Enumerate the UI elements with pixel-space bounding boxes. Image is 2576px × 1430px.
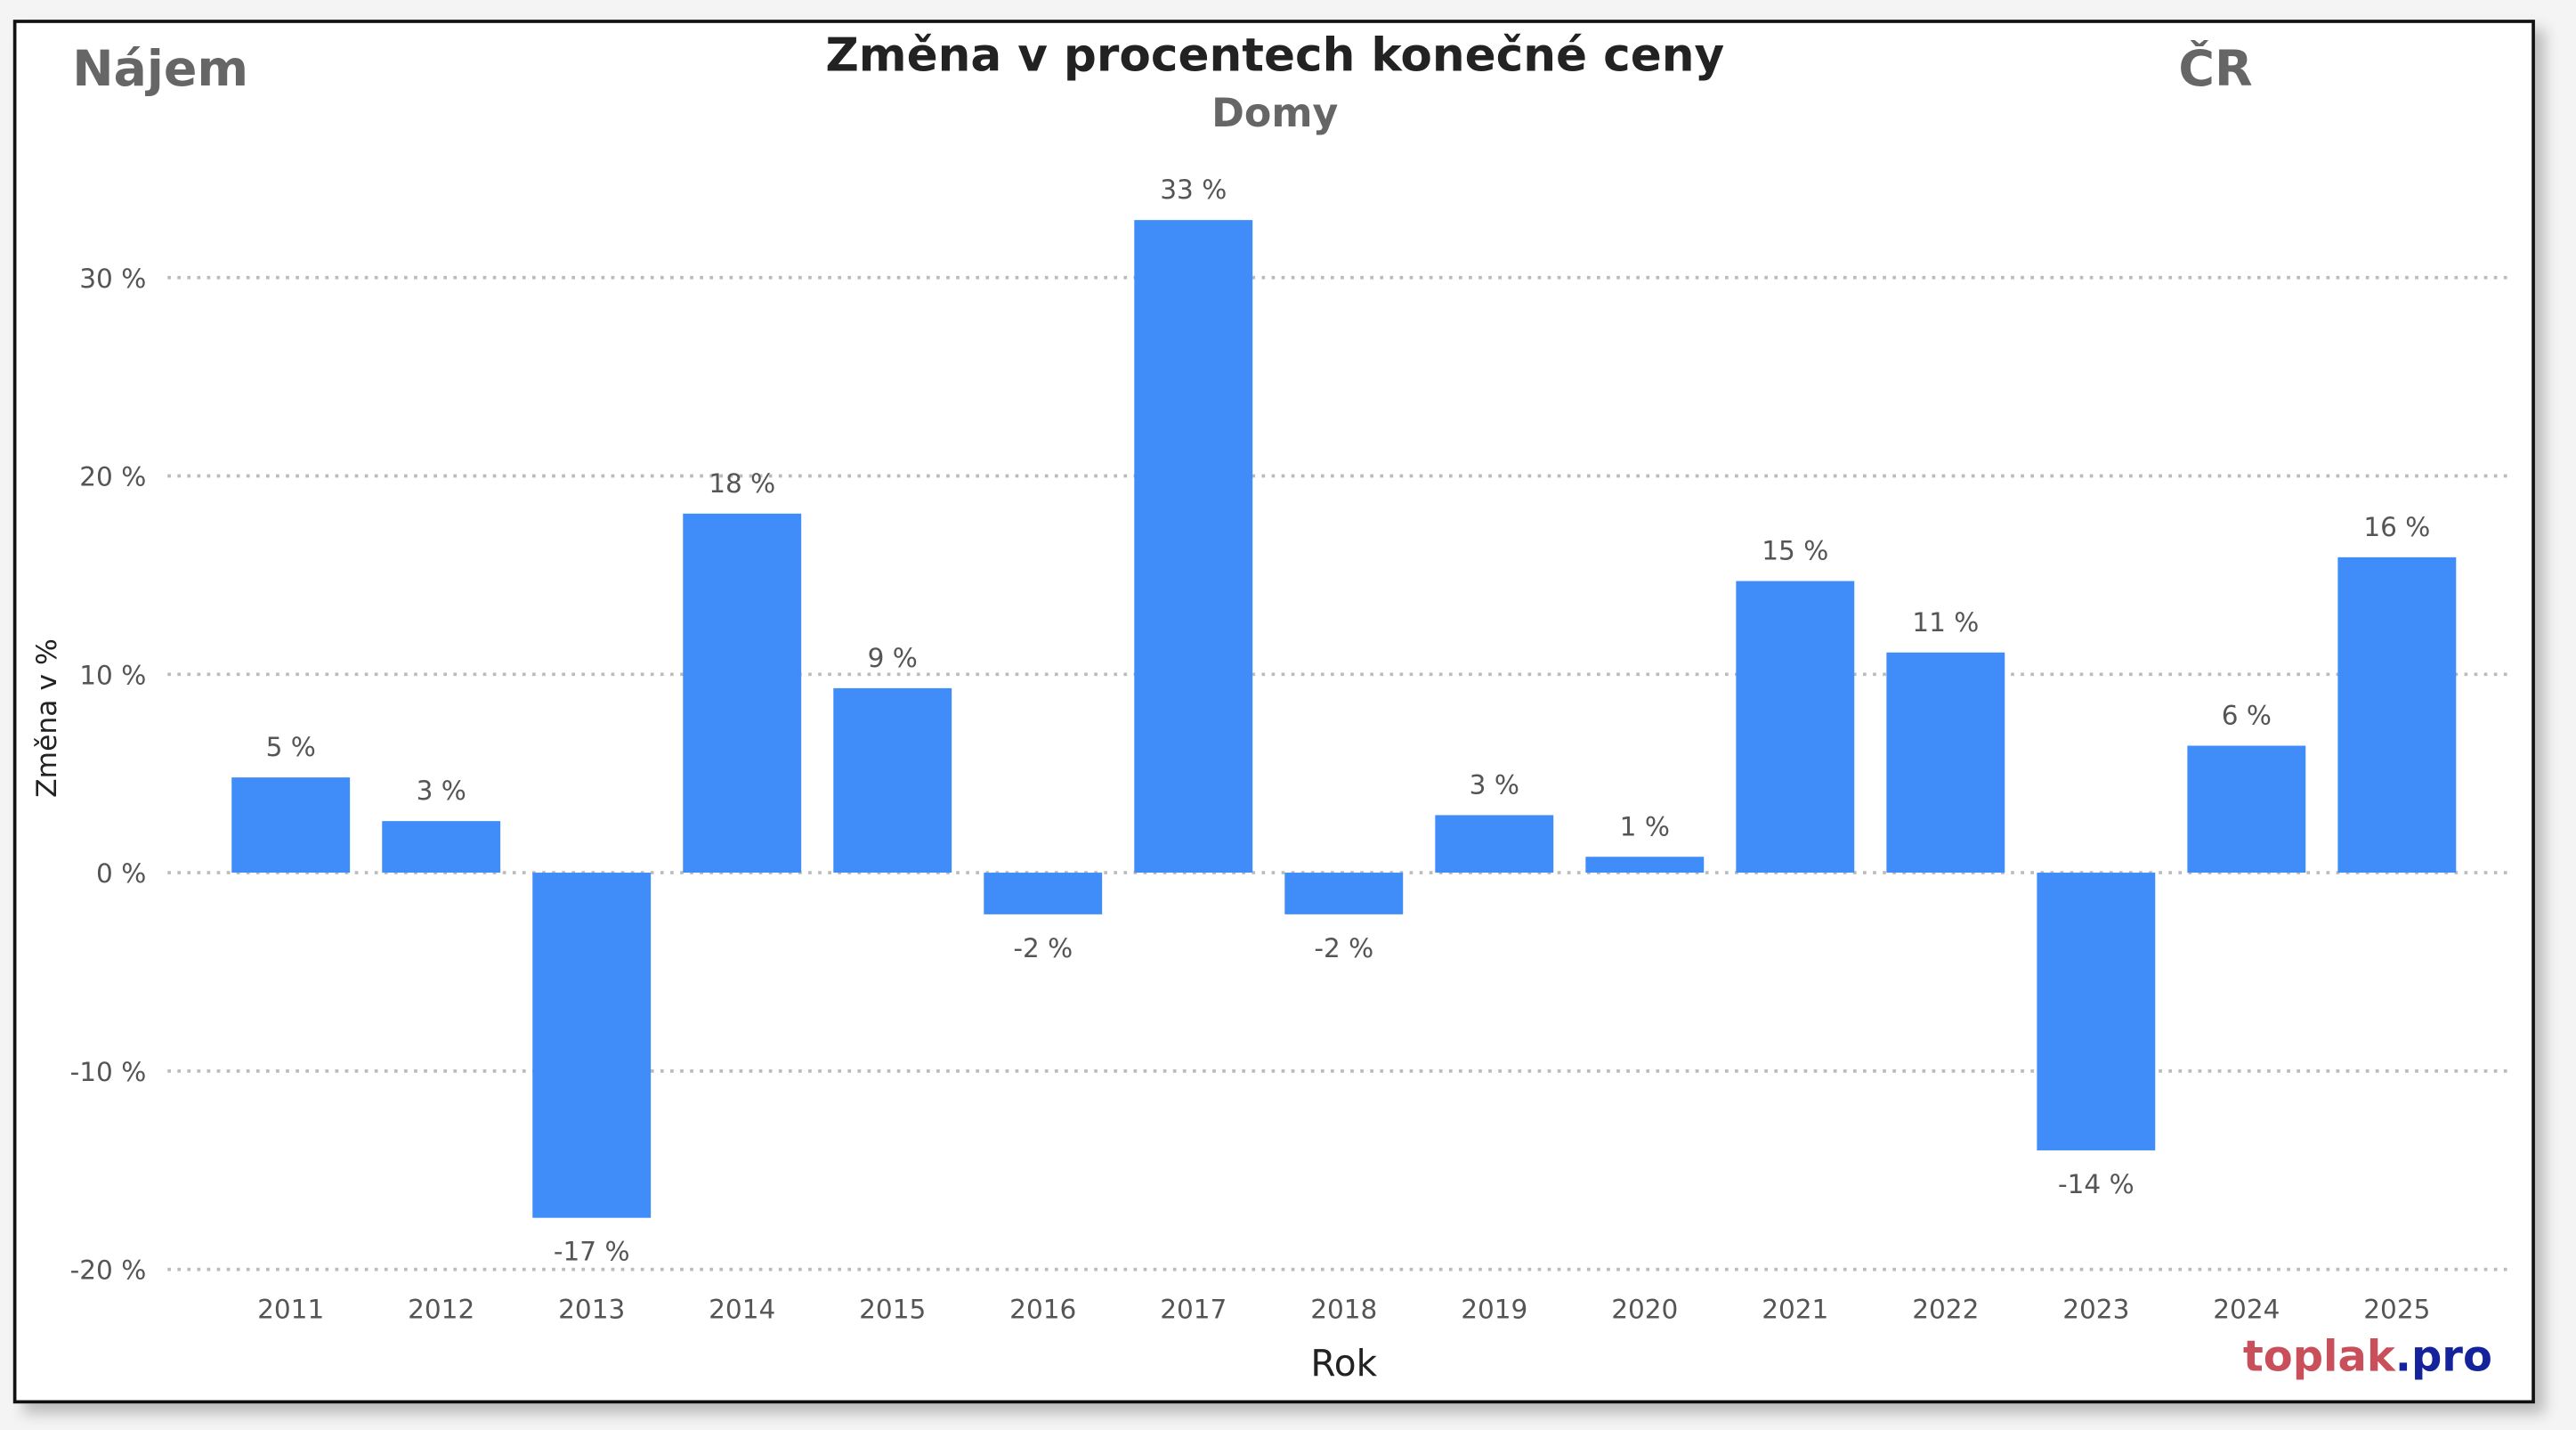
y-tick-label: 30 %: [79, 264, 146, 294]
y-tick-label: -10 %: [70, 1057, 147, 1087]
region-label: ČR: [2178, 40, 2252, 98]
bar-2021: [1736, 581, 1855, 873]
data-label: 15 %: [1762, 536, 1828, 566]
bar-2012: [382, 821, 501, 873]
x-tick-label: 2024: [2213, 1294, 2280, 1324]
x-tick-label: 2023: [2062, 1294, 2129, 1324]
data-label: 6 %: [2222, 700, 2272, 730]
bar-2018: [1284, 873, 1404, 914]
bar-2023: [2037, 873, 2156, 1150]
data-label: 9 %: [868, 643, 918, 673]
x-tick-label: 2014: [709, 1294, 775, 1324]
data-label: -2 %: [1314, 933, 1373, 963]
data-label: 3 %: [417, 776, 466, 806]
x-tick-label: 2022: [1912, 1294, 1979, 1324]
x-tick-label: 2021: [1762, 1294, 1828, 1324]
x-tick-label: 2019: [1461, 1294, 1527, 1324]
x-tick-label: 2020: [1611, 1294, 1678, 1324]
bar-2016: [984, 873, 1103, 914]
x-tick-label: 2013: [558, 1294, 625, 1324]
x-tick-label: 2025: [2363, 1294, 2430, 1324]
x-tick-label: 2016: [1009, 1294, 1076, 1324]
y-tick-label: 10 %: [79, 660, 146, 690]
category-label: Nájem: [72, 41, 248, 98]
bar-2014: [683, 513, 802, 873]
data-label: -14 %: [2058, 1169, 2135, 1199]
chart-title: Změna v procentech konečné ceny: [825, 28, 1724, 82]
chart-frame: [12, 20, 2535, 1404]
x-axis-label: Rok: [1310, 1342, 1377, 1385]
data-label: -17 %: [554, 1237, 630, 1267]
data-label: 16 %: [2363, 512, 2430, 542]
bar-2024: [2187, 745, 2306, 873]
data-label: 1 %: [1620, 811, 1670, 841]
y-tick-label: 20 %: [79, 462, 146, 492]
data-label: 3 %: [1470, 769, 1519, 800]
y-tick-label: 0 %: [96, 858, 146, 889]
bar-2011: [231, 777, 351, 873]
data-label: -2 %: [1013, 933, 1073, 963]
bar-2020: [1585, 857, 1705, 873]
chart-subtitle: Domy: [1211, 91, 1338, 136]
data-label: 5 %: [266, 732, 316, 762]
data-label: 18 %: [709, 468, 775, 499]
data-label: 33 %: [1160, 175, 1227, 205]
bar-2015: [833, 687, 952, 873]
x-tick-label: 2012: [408, 1294, 474, 1324]
bar-2025: [2337, 557, 2457, 873]
data-label: 11 %: [1912, 607, 1979, 638]
toplak-logo: toplak.pro: [2243, 1331, 2492, 1381]
x-tick-label: 2015: [859, 1294, 926, 1324]
bar-2013: [532, 873, 652, 1218]
y-axis-label: Změna v %: [31, 638, 63, 798]
bar-2019: [1435, 815, 1554, 873]
y-tick-label: -20 %: [70, 1255, 147, 1286]
x-tick-label: 2017: [1160, 1294, 1227, 1324]
x-tick-label: 2011: [257, 1294, 324, 1324]
x-tick-label: 2018: [1310, 1294, 1377, 1324]
bar-2017: [1134, 220, 1253, 873]
bar-2022: [1886, 652, 2005, 873]
